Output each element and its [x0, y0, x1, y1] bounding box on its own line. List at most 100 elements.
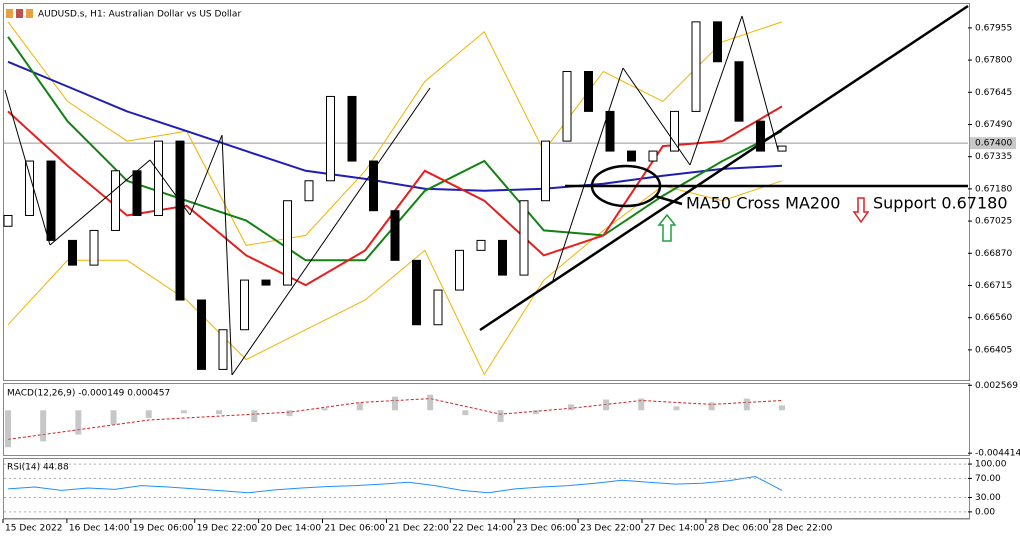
- icon: [6, 9, 13, 18]
- wave-line: [49, 159, 151, 246]
- x-tick-label: 23 Dec 06:00: [516, 524, 577, 534]
- y-tick-label: 0.67800: [975, 56, 1012, 66]
- x-tick-label: 15 Dec 2022: [5, 524, 63, 534]
- wave-line: [622, 67, 691, 166]
- candle: [605, 110, 615, 152]
- wave-line: [4, 89, 51, 246]
- x-tick-label: 16 Dec 14:00: [69, 524, 130, 534]
- candle: [713, 21, 722, 63]
- y-tick-label: 0.67335: [975, 152, 1012, 162]
- x-tick-label: 23 Dec 22:00: [580, 524, 641, 534]
- wave-line: [221, 134, 233, 376]
- candle: [756, 120, 765, 152]
- macd-signal: [7, 398, 783, 440]
- candle: [627, 150, 636, 162]
- candle: [691, 21, 701, 112]
- up-arrow: [657, 213, 677, 242]
- candle: [304, 180, 314, 202]
- candle: [670, 110, 679, 152]
- trend-line: [479, 4, 969, 332]
- y-tick-label: 0.002569: [975, 381, 1018, 391]
- candle: [369, 160, 378, 212]
- icon: [26, 9, 33, 18]
- macd-pane: [3, 383, 970, 456]
- candle: [46, 160, 56, 241]
- candle: [261, 279, 271, 286]
- candle: [476, 239, 486, 251]
- candle: [283, 200, 292, 286]
- candle: [347, 95, 357, 162]
- candle: [541, 140, 550, 202]
- y-tick-label: 100.00: [975, 460, 1007, 470]
- y-tick-label: 70.00: [975, 474, 1001, 484]
- rsi-line: [7, 475, 783, 494]
- candle: [519, 200, 529, 276]
- x-tick-label: 19 Dec 22:00: [197, 524, 258, 534]
- ma-line: [7, 60, 783, 192]
- annotation: MA50 Cross MA200: [686, 194, 840, 213]
- candle: [240, 279, 249, 331]
- cross-circle: [590, 164, 662, 208]
- x-tick-label: 28 Dec 22:00: [772, 524, 833, 534]
- candle: [175, 140, 185, 301]
- candle: [584, 71, 593, 112]
- down-arrow: [852, 197, 870, 224]
- candle: [218, 329, 228, 370]
- candle: [412, 259, 421, 326]
- candle: [197, 299, 206, 370]
- candle: [734, 61, 744, 122]
- annotation: Support 0.67180: [873, 194, 1008, 213]
- x-tick-label: 21 Dec 06:00: [325, 524, 386, 534]
- y-tick-label: 0.66405: [975, 345, 1012, 355]
- candle: [326, 95, 335, 182]
- candle: [89, 229, 99, 266]
- y-tick-label: 0.67955: [975, 23, 1012, 33]
- y-tick-label: 0.00: [975, 507, 995, 517]
- wave-line: [741, 15, 779, 151]
- candle: [390, 210, 400, 261]
- icon: [16, 9, 23, 18]
- candle: [68, 239, 77, 266]
- wave-line: [189, 134, 223, 216]
- main-pane: [3, 3, 970, 381]
- candle: [111, 170, 120, 231]
- x-tick-label: 27 Dec 14:00: [644, 524, 705, 534]
- y-tick-label: 30.00: [975, 493, 1001, 503]
- candle: [154, 140, 163, 216]
- ma-line: [7, 180, 783, 376]
- chart-title: AUDUSD.s, H1: Australian Dollar vs US Do…: [38, 10, 241, 20]
- candle: [132, 170, 142, 216]
- ma-line: [7, 21, 783, 246]
- x-tick-label: 22 Dec 14:00: [452, 524, 513, 534]
- rsi-label: RSI(14) 44.88: [7, 463, 69, 473]
- candle: [777, 145, 787, 152]
- wave-line: [149, 159, 191, 216]
- candle: [25, 160, 34, 216]
- x-tick-label: 20 Dec 14:00: [261, 524, 322, 534]
- wave-line: [552, 67, 624, 281]
- candle: [498, 239, 507, 276]
- candle: [562, 71, 572, 142]
- y-tick-label: 0.67645: [975, 88, 1012, 98]
- drawings: [4, 4, 969, 376]
- price-tag: 0.67400: [975, 139, 1012, 149]
- x-tick-label: 19 Dec 06:00: [133, 524, 194, 534]
- y-tick-label: 0.66870: [975, 249, 1012, 259]
- wave-line: [689, 15, 743, 166]
- x-tick-label: 28 Dec 06:00: [708, 524, 769, 534]
- macd-label: MACD(12,26,9) -0.000149 0.000457: [7, 389, 170, 399]
- callout-line: [654, 194, 683, 206]
- y-tick-label: -0.004414: [975, 449, 1020, 459]
- y-tick-label: 0.66715: [975, 281, 1012, 291]
- y-tick-label: 0.67025: [975, 217, 1012, 227]
- candle: [455, 249, 464, 291]
- y-tick-label: 0.66560: [975, 313, 1012, 323]
- x-tick-label: 21 Dec 22:00: [388, 524, 449, 534]
- price-tag-bg: [970, 137, 1016, 150]
- y-tick-label: 0.67180: [975, 184, 1012, 194]
- candle: [433, 289, 443, 326]
- y-tick-label: 0.67490: [975, 120, 1012, 130]
- candle: [3, 214, 13, 227]
